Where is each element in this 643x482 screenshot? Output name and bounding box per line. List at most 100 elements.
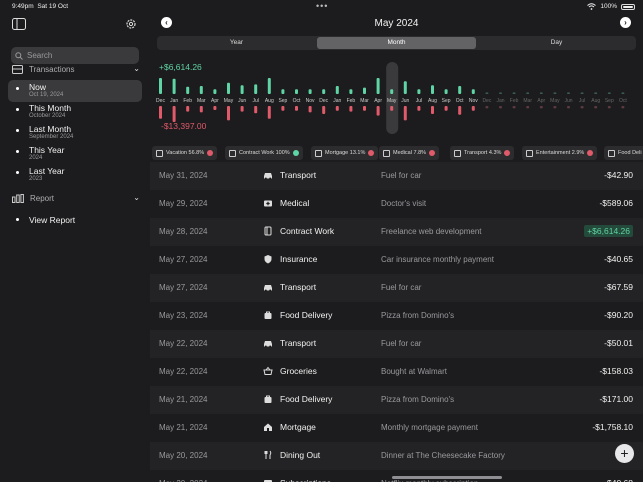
next-month-button[interactable]: › <box>620 17 631 28</box>
expense-bar[interactable] <box>499 106 502 109</box>
income-bar[interactable] <box>594 92 598 94</box>
income-bar[interactable] <box>580 92 584 94</box>
expense-bar[interactable] <box>159 106 162 119</box>
income-bar[interactable] <box>458 86 462 94</box>
income-bar[interactable] <box>227 82 230 94</box>
gear-icon[interactable] <box>125 18 137 30</box>
expense-bar[interactable] <box>254 106 258 114</box>
income-bar[interactable] <box>159 78 162 94</box>
expense-bar[interactable] <box>267 106 271 119</box>
table-row[interactable]: May 23, 2024 Food Delivery Pizza from Domi… <box>150 302 643 330</box>
table-row[interactable]: May 22, 2024 Transport Fuel for car -$50.01 <box>150 330 643 358</box>
expense-bar[interactable] <box>607 106 611 109</box>
expense-bar[interactable] <box>458 106 462 115</box>
income-bar[interactable] <box>403 81 407 94</box>
expense-bar[interactable] <box>199 106 203 113</box>
expense-bar[interactable] <box>567 106 570 109</box>
chevron-down-icon[interactable]: ⌄ <box>133 193 140 202</box>
table-row[interactable]: May 21, 2024 Food Delivery Pizza from Domi… <box>150 386 643 414</box>
expense-bar[interactable] <box>390 106 394 111</box>
transactions-section-header[interactable]: Transactions ⌄ <box>12 64 140 74</box>
expense-bar[interactable] <box>213 106 217 110</box>
income-bar[interactable] <box>199 86 203 94</box>
income-bar[interactable] <box>349 89 353 94</box>
table-row[interactable]: May 28, 2024 Contract Work Freelance web d… <box>150 218 643 246</box>
search-bar[interactable] <box>11 47 139 64</box>
sidebar-item-last-year[interactable]: Last Year 2023 <box>8 164 142 186</box>
income-bar[interactable] <box>621 92 625 94</box>
income-bar[interactable] <box>512 92 516 94</box>
expense-bar[interactable] <box>485 106 489 109</box>
expense-bar[interactable] <box>172 106 176 122</box>
income-bar[interactable] <box>254 84 258 94</box>
table-row[interactable]: May 27, 2024 Insurance Car insurance month… <box>150 246 643 274</box>
expense-bar[interactable] <box>403 106 407 121</box>
income-bar[interactable] <box>417 89 421 94</box>
sidebar-item-now[interactable]: Now Oct 19, 2024 <box>8 80 142 102</box>
income-bar[interactable] <box>526 92 530 94</box>
income-bar[interactable] <box>539 92 543 94</box>
income-bar[interactable] <box>213 89 217 94</box>
expense-bar[interactable] <box>363 106 366 111</box>
expense-bar[interactable] <box>444 106 448 111</box>
expense-bar[interactable] <box>471 106 475 111</box>
expense-bar[interactable] <box>431 106 434 114</box>
income-bar[interactable] <box>281 89 285 94</box>
table-row[interactable]: May 22, 2024 Groceries Bought at Walmart -$… <box>150 358 643 386</box>
category-chip[interactable]: Mortgage 13.1% <box>311 146 379 160</box>
income-bar[interactable] <box>376 78 380 94</box>
income-bar[interactable] <box>322 89 326 94</box>
expense-bar[interactable] <box>539 106 543 109</box>
income-bar[interactable] <box>471 89 475 94</box>
income-bar[interactable] <box>363 87 366 94</box>
expense-bar[interactable] <box>322 106 326 114</box>
income-bar[interactable] <box>567 92 570 94</box>
income-bar[interactable] <box>499 92 502 94</box>
income-bar[interactable] <box>485 92 489 94</box>
expense-bar[interactable] <box>308 106 312 113</box>
expense-bar[interactable] <box>417 106 421 111</box>
expense-bar[interactable] <box>526 106 530 109</box>
tab-day[interactable]: Day <box>550 39 563 46</box>
expense-bar[interactable] <box>553 106 557 109</box>
income-bar[interactable] <box>390 89 394 94</box>
income-bar[interactable] <box>267 78 271 94</box>
table-row[interactable]: May 29, 2024 Medical Doctor's visit -$589.0… <box>150 190 643 218</box>
income-bar[interactable] <box>444 89 448 94</box>
income-bar[interactable] <box>607 92 611 94</box>
expense-bar[interactable] <box>281 106 285 111</box>
sidebar-item-this-month[interactable]: This Month October 2024 <box>8 101 142 123</box>
expense-bar[interactable] <box>594 106 598 109</box>
income-bar[interactable] <box>172 78 176 94</box>
add-transaction-button[interactable]: + <box>615 444 634 463</box>
category-chip[interactable]: Food Deli <box>604 146 643 160</box>
table-row[interactable]: May 27, 2024 Transport Fuel for car -$67.59 <box>150 274 643 302</box>
income-bar[interactable] <box>335 86 339 94</box>
table-row[interactable]: May 21, 2024 Mortgage Monthly mortgage pay… <box>150 414 643 442</box>
income-bar[interactable] <box>308 89 312 94</box>
expense-bar[interactable] <box>580 106 584 109</box>
income-bar[interactable] <box>295 89 298 94</box>
sidebar-item-this-year[interactable]: This Year 2024 <box>8 143 142 165</box>
expense-bar[interactable] <box>335 106 339 111</box>
expense-bar[interactable] <box>621 106 625 109</box>
sidebar-toggle-icon[interactable] <box>12 18 26 30</box>
search-input[interactable] <box>27 51 127 60</box>
table-row[interactable]: May 20, 2024 Dining Out Dinner at The Chee… <box>150 442 643 470</box>
income-bar[interactable] <box>240 85 244 94</box>
expense-bar[interactable] <box>349 106 353 112</box>
tab-year[interactable]: Year <box>229 39 244 46</box>
category-chip[interactable]: Transport 4.3% <box>450 146 515 160</box>
expense-bar[interactable] <box>186 106 190 112</box>
income-expense-chart[interactable]: +$6,614.26 -$13,397.00 Dec Jan Feb Mar Apr Ma… <box>150 52 643 144</box>
sidebar-item-last-month[interactable]: Last Month September 2024 <box>8 122 142 144</box>
expense-bar[interactable] <box>512 106 516 109</box>
category-chip[interactable]: Entertainment 2.9% <box>522 146 598 160</box>
income-bar[interactable] <box>186 86 190 94</box>
previous-month-button[interactable]: ‹ <box>161 17 172 28</box>
chevron-down-icon[interactable]: ⌄ <box>133 64 140 73</box>
report-section-header[interactable]: Report ⌄ <box>12 193 140 203</box>
expense-bar[interactable] <box>227 106 230 121</box>
category-chip[interactable]: Contract Work 100% <box>225 146 303 160</box>
sidebar-item-view-report[interactable]: View Report <box>8 211 142 233</box>
